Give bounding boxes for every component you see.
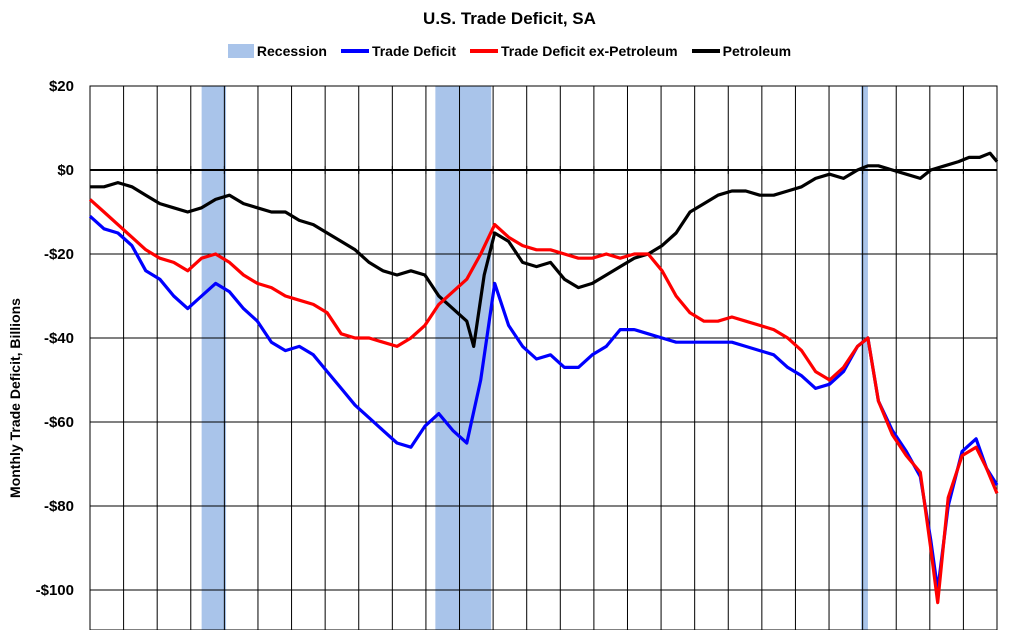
y-tick-label: $20 [49,78,74,95]
legend-swatch-recession [227,44,254,58]
series-line-trade-deficit-ex-petroleum [88,198,999,605]
plot-border [89,85,998,630]
legend-label-ex-petroleum: Trade Deficit ex-Petroleum [500,43,678,59]
series-line-petroleum [90,151,999,348]
recession-bands [201,86,868,630]
y-tick-label: -$20 [44,246,74,263]
recession-band-2 [860,86,868,630]
y-tick-labels: $20 $0 -$20 -$40 -$60 -$80 -$100 [36,78,74,599]
legend-item-recession: Recession [227,43,327,59]
legend-swatch-petroleum [691,49,720,53]
legend-label-trade-deficit: Trade Deficit [371,43,456,59]
y-tick-label: -$60 [44,414,74,431]
y-tick-label: -$80 [44,498,74,515]
legend-item-trade-deficit: Trade Deficit [340,43,456,59]
series-lines [88,151,999,605]
chart-title: U.S. Trade Deficit, SA [423,9,596,28]
legend-swatch-trade-deficit [340,49,369,53]
y-tick-label: -$40 [44,330,74,347]
legend-item-petroleum: Petroleum [691,43,792,59]
legend: Recession Trade Deficit Trade Deficit ex… [0,43,1019,59]
recession-band-0 [201,86,227,630]
legend-label-petroleum: Petroleum [722,43,792,59]
recession-band-1 [435,86,492,630]
legend-label-recession: Recession [256,43,327,59]
y-tick-label: -$100 [36,582,74,599]
legend-swatch-ex-petroleum [469,49,498,53]
y-axis-label: Monthly Trade Deficit, Billions [7,298,23,498]
legend-item-ex-petroleum: Trade Deficit ex-Petroleum [469,43,678,59]
y-tick-label: $0 [57,162,74,179]
